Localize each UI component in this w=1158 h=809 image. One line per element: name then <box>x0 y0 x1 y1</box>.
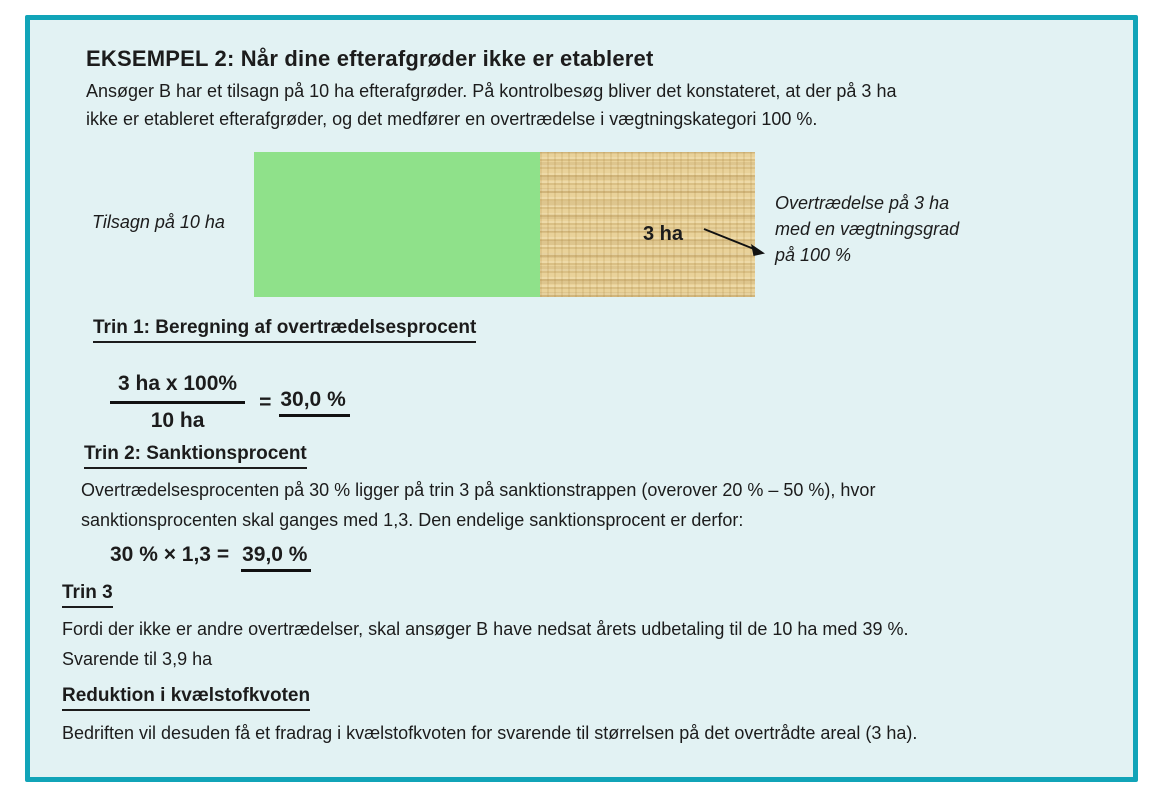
reduktion-paragraph: Bedriften vil desuden få et fradrag i kv… <box>62 723 918 743</box>
diagram-annotation: Overtrædelse på 3 ha med en vægtningsgra… <box>775 190 959 268</box>
trin2-heading: Trin 2: Sanktionsprocent <box>84 443 307 469</box>
intro-paragraph: Ansøger B har et tilsagn på 10 ha eftera… <box>86 77 896 133</box>
trin1-formula: 3 ha x 100% 10 ha = 30,0 % <box>110 372 350 433</box>
example-panel: EKSEMPEL 2: Når dine efterafgrøder ikke … <box>25 15 1138 782</box>
trin2-formula: 30 % × 1,3 = 39,0 % <box>110 543 312 572</box>
annotation-line-1: Overtrædelse på 3 ha <box>775 193 950 213</box>
diagram-total-label: Tilsagn på 10 ha <box>92 212 225 232</box>
annotation-line-2: med en vægtningsgrad <box>775 219 960 239</box>
trin2-formula-lhs: 30 % × 1,3 = <box>110 543 230 566</box>
trin3-line-2: Svarende til 3,9 ha <box>62 649 213 669</box>
trin1-result: 30,0 % <box>279 388 350 417</box>
trin2-line-2: sanktionsprocenten skal ganges med 1,3. … <box>81 510 744 530</box>
example-title: EKSEMPEL 2: Når dine efterafgrøder ikke … <box>86 46 654 71</box>
fraction: 3 ha x 100% 10 ha <box>110 372 246 433</box>
reduktion-heading-text: Reduktion i kvælstofkvoten <box>62 685 311 711</box>
intro-line-1: Ansøger B har et tilsagn på 10 ha eftera… <box>86 81 897 101</box>
trin3-line-1: Fordi der ikke er andre overtrædelser, s… <box>62 619 909 639</box>
field-area-green <box>254 152 540 297</box>
trin2-paragraph: Overtrædelsesprocenten på 30 % ligger på… <box>81 475 875 535</box>
trin3-heading-text: Trin 3 <box>62 582 113 608</box>
violation-area-beige <box>540 152 755 297</box>
fraction-denominator: 10 ha <box>150 409 205 432</box>
trin2-result: 39,0 % <box>241 543 312 572</box>
trin1-heading-text: Trin 1: Beregning af overtrædelsesprocen… <box>93 317 477 343</box>
fraction-numerator: 3 ha x 100% <box>110 372 246 404</box>
trin1-heading: Trin 1: Beregning af overtrædelsesprocen… <box>93 317 477 343</box>
intro-line-2: ikke er etableret efterafgrøder, og det … <box>86 109 818 129</box>
arrow-icon <box>692 218 782 268</box>
annotation-line-3: på 100 % <box>775 245 852 265</box>
trin3-heading: Trin 3 <box>62 582 113 608</box>
trin2-line-1: Overtrædelsesprocenten på 30 % ligger på… <box>81 480 876 500</box>
trin2-heading-text: Trin 2: Sanktionsprocent <box>84 443 307 469</box>
reduktion-heading: Reduktion i kvælstofkvoten <box>62 685 311 711</box>
diagram-violation-label: 3 ha <box>643 223 684 245</box>
equals-sign: = <box>259 390 272 414</box>
trin3-paragraph: Fordi der ikke er andre overtrædelser, s… <box>62 614 908 674</box>
